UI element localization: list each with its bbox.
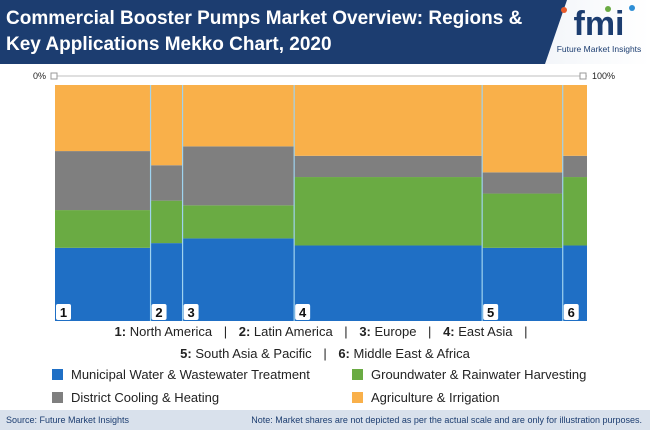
column-label-6: 6: [568, 305, 575, 320]
column-badge-1: [56, 304, 71, 320]
legend-swatch-agriculture: [352, 392, 363, 403]
chart-title-line-1: Commercial Booster Pumps Market Overview…: [6, 8, 523, 29]
mekko-segment-3-series-2: [182, 205, 295, 239]
fmi-logo-letters: fmi: [574, 5, 625, 40]
legend-item-agriculture: Agriculture & Irrigation: [352, 390, 500, 405]
header-bar: Commercial Booster Pumps Market Overview…: [0, 0, 650, 64]
x-axis-end-handle: [579, 72, 587, 80]
region-key-6: 6: Middle East & Africa: [338, 346, 470, 361]
legend-label-agriculture: Agriculture & Irrigation: [371, 390, 500, 405]
legend-item-municipal: Municipal Water & Wastewater Treatment: [52, 367, 310, 382]
region-key-3: 3: Europe: [359, 324, 417, 339]
mekko-segment-4-series-2: [294, 177, 483, 246]
mekko-segment-4-series-1: [294, 245, 483, 321]
source-note: Source: Future Market Insights: [6, 415, 130, 425]
column-badge-3: [183, 304, 199, 320]
plot-area: 1 2 3 4 5 6: [55, 85, 587, 321]
logo-dot-blue: [629, 5, 635, 11]
region-key-1: 1: North America: [114, 324, 213, 339]
region-key-separator: |: [524, 324, 528, 339]
legend-swatch-groundwater: [352, 369, 363, 380]
fmi-logo-subtitle: Future Market Insights: [556, 44, 642, 54]
mekko-segment-1-series-2: [55, 210, 151, 248]
region-key-separator: |: [323, 346, 327, 361]
column-badge-4: [295, 304, 311, 320]
mekko-segment-2-series-3: [150, 165, 183, 201]
legend-item-groundwater: Groundwater & Rainwater Harvesting: [352, 367, 586, 382]
mekko-segment-6-series-2: [562, 177, 587, 246]
column-label-3: 3: [187, 305, 194, 320]
disclaimer-note: Note: Market shares are not depicted as …: [251, 415, 642, 425]
fmi-logo-mark: fmi: [561, 5, 635, 40]
legend-swatch-district-cooling: [52, 392, 63, 403]
mekko-segment-5-series-2: [482, 193, 563, 248]
column-label-4: 4: [299, 305, 307, 320]
region-key-separator: |: [344, 324, 348, 339]
x-axis-start-handle: [50, 72, 58, 80]
legend-label-district-cooling: District Cooling & Heating: [71, 390, 220, 405]
region-key-row-2: 5: South Asia & Pacific | 6: Middle East…: [0, 346, 650, 361]
region-key-separator: |: [223, 324, 228, 339]
legend-item-district-cooling: District Cooling & Heating: [52, 390, 219, 405]
mekko-segment-6-series-4: [562, 85, 587, 156]
column-badge-6: [563, 304, 579, 320]
mekko-segment-4-series-3: [294, 155, 483, 178]
legend-swatch-municipal: [52, 369, 63, 380]
mekko-chart: 0% 100% 1 2 3 4 5 6: [33, 71, 615, 321]
fmi-logo: fmi Future Market Insights: [552, 4, 646, 60]
mekko-segment-5-series-4: [482, 85, 563, 173]
logo-dot-green: [605, 6, 611, 12]
column-badge-2: [151, 304, 167, 320]
column-label-5: 5: [487, 305, 494, 320]
chart-title-line-2: Key Applications Mekko Chart, 2020: [6, 34, 332, 55]
mekko-segment-6-series-3: [562, 155, 587, 178]
x-axis-end-label: 100%: [592, 71, 615, 81]
region-key-row-1: 1: North America | 2: Latin America | 3:…: [0, 324, 650, 339]
mekko-segment-2-series-4: [150, 85, 183, 166]
mekko-segment-5-series-3: [482, 172, 563, 194]
mekko-segment-2-series-2: [150, 200, 183, 244]
region-key-5: 5: South Asia & Pacific: [180, 346, 312, 361]
mekko-segment-3-series-1: [182, 238, 295, 321]
legend-label-groundwater: Groundwater & Rainwater Harvesting: [371, 367, 587, 382]
column-badge-5: [483, 304, 499, 320]
region-key-4: 4: East Asia: [443, 324, 513, 339]
mekko-segment-3-series-4: [182, 85, 295, 147]
mekko-segment-3-series-3: [182, 146, 295, 206]
column-label-1: 1: [60, 305, 67, 320]
region-key-separator: |: [428, 324, 432, 339]
title-box: Commercial Booster Pumps Market Overview…: [0, 0, 567, 64]
legend-label-municipal: Municipal Water & Wastewater Treatment: [71, 367, 310, 382]
region-key-2: 2: Latin America: [238, 324, 333, 339]
mekko-segment-1-series-4: [55, 85, 151, 152]
footer-bar: Source: Future Market Insights Note: Mar…: [0, 410, 650, 430]
column-label-2: 2: [155, 305, 162, 320]
mekko-segment-4-series-4: [294, 85, 483, 156]
logo-dot-orange: [561, 7, 567, 13]
mekko-segment-1-series-3: [55, 151, 151, 211]
x-axis-start-label: 0%: [33, 71, 46, 81]
